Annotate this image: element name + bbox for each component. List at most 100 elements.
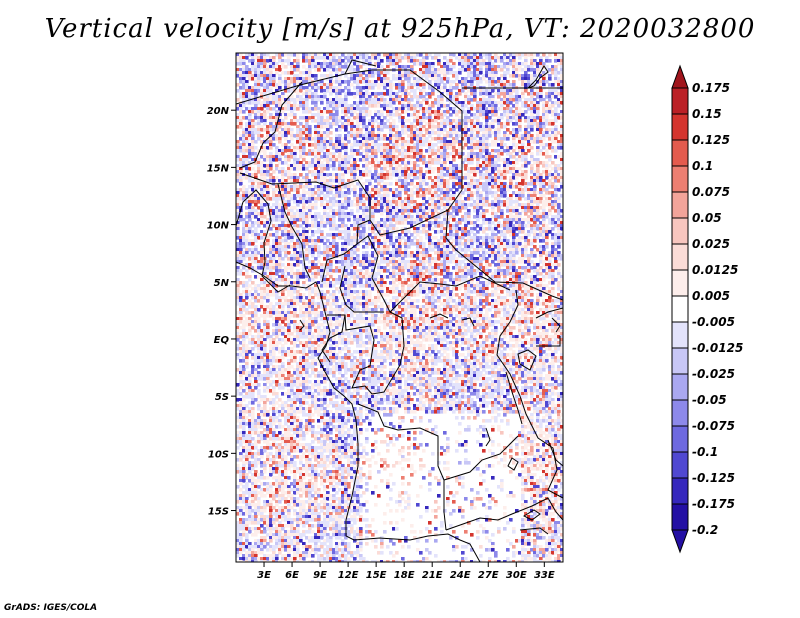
field-cell [365,134,369,138]
field-cell [296,65,300,69]
field-cell [431,197,435,201]
field-cell [560,98,563,102]
field-cell [281,71,285,75]
field-cell [356,68,360,72]
field-cell [527,80,531,84]
field-cell [338,68,342,72]
field-cell [245,92,249,96]
field-cell [263,179,267,183]
field-cell [305,182,309,186]
field-cell [401,116,405,120]
field-cell [290,197,294,201]
field-cell [398,56,402,60]
field-cell [542,182,546,186]
field-cell [476,179,480,183]
field-cell [326,143,330,147]
field-cell [410,122,414,126]
field-cell [356,122,360,126]
field-cell [509,170,513,174]
field-cell [515,65,519,69]
field-cell [536,53,540,57]
field-cell [443,56,447,60]
field-cell [503,53,507,57]
field-cell [350,200,354,204]
field-cell [428,143,432,147]
field-cell [422,68,426,72]
field-cell [473,128,477,132]
field-cell [557,197,561,201]
field-cell [491,182,495,186]
field-cell [509,167,513,171]
field-cell [326,104,330,108]
field-cell [278,122,282,126]
field-cell [437,128,441,132]
field-cell [257,107,261,111]
field-cell [296,59,300,63]
field-cell [494,197,498,201]
field-cell [257,194,261,198]
field-cell [488,92,492,96]
field-cell [440,71,444,75]
field-cell [341,107,345,111]
field-cell [530,194,534,198]
field-cell [239,77,243,81]
field-cell [263,173,267,177]
field-cell [302,143,306,147]
field-cell [536,149,540,153]
field-cell [443,119,447,123]
field-cell [368,74,372,78]
field-cell [359,191,363,195]
field-cell [380,149,384,153]
field-cell [551,95,555,99]
field-cell [491,155,495,159]
field-cell [350,176,354,180]
field-cell [410,86,414,90]
field-cell [314,206,318,210]
field-cell [512,110,516,114]
field-cell [332,143,336,147]
field-cell [377,131,381,135]
field-cell [362,200,366,204]
field-cell [437,200,441,204]
field-cell [512,128,516,132]
field-cell [353,101,357,105]
field-cell [356,80,360,84]
field-cell [518,98,522,102]
field-cell [497,107,501,111]
field-cell [371,101,375,105]
field-cell [461,161,465,165]
field-cell [305,71,309,75]
field-cell [374,125,378,129]
field-cell [515,185,519,189]
field-cell [251,173,255,177]
field-cell [374,185,378,189]
field-cell [389,125,393,129]
field-cell [533,197,537,201]
field-cell [407,176,411,180]
field-cell [425,128,429,132]
field-cell [392,53,396,57]
field-cell [443,188,447,192]
field-cell [539,92,543,96]
field-cell [239,164,243,168]
field-cell [539,197,543,201]
field-cell [359,110,363,114]
field-cell [392,125,396,129]
field-cell [464,122,468,126]
field-cell [314,89,318,93]
field-cell [518,107,522,111]
field-cell [428,131,432,135]
field-cell [350,143,354,147]
field-cell [476,200,480,204]
field-cell [305,191,309,195]
field-cell [407,134,411,138]
field-cell [407,53,411,57]
field-cell [512,164,516,168]
field-cell [245,125,249,129]
field-cell [299,167,303,171]
field-cell [551,167,555,171]
field-cell [266,140,270,144]
field-cell [443,197,447,201]
field-cell [284,158,288,162]
field-cell [506,161,510,165]
